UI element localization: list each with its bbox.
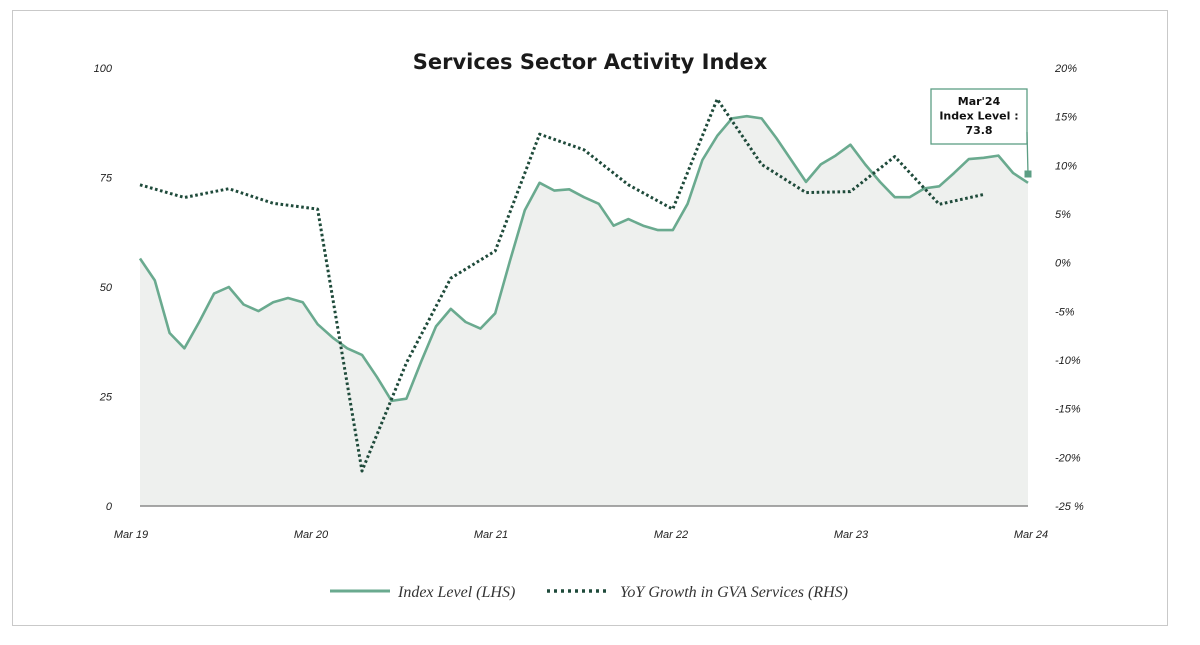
right-tick-label: 20%	[1054, 63, 1077, 75]
left-tick-label: 25	[99, 392, 113, 404]
left-tick-label: 75	[100, 173, 113, 185]
index-area	[140, 116, 1028, 506]
left-tick-label: 100	[94, 63, 113, 75]
chart-title: Services Sector Activity Index	[413, 50, 768, 74]
x-tick-label: Mar 23	[834, 529, 869, 541]
right-axis: -25 % -20% -15% -10% -5% 0% 5% 10% 15% 20%	[1054, 63, 1084, 513]
x-tick-label: Mar 24	[1014, 529, 1048, 541]
annotation-text: Mar'24	[958, 95, 1001, 108]
left-axis: 0 25 50 75 100	[94, 63, 113, 513]
series-lines-layer	[138, 97, 1029, 473]
right-tick-label: 10%	[1055, 160, 1077, 172]
right-tick-label: -15%	[1055, 404, 1081, 416]
annotation-marker	[1024, 170, 1032, 178]
right-tick-label: -10%	[1055, 355, 1081, 367]
annotation-text: Index Level :	[939, 110, 1018, 123]
right-tick-label: 15%	[1055, 112, 1077, 124]
right-tick-label: 5%	[1055, 209, 1071, 221]
x-tick-label: Mar 21	[474, 529, 508, 541]
left-tick-label: 0	[106, 501, 113, 513]
legend-label-index: Index Level (LHS)	[397, 584, 515, 601]
x-tick-label: Mar 19	[114, 529, 148, 541]
x-tick-label: Mar 22	[654, 529, 688, 541]
x-axis: Mar 19 Mar 20 Mar 21 Mar 22 Mar 23 Mar 24	[114, 529, 1048, 541]
right-tick-label: -5%	[1055, 306, 1075, 318]
annotation-box	[930, 88, 1028, 145]
right-tick-label: -20%	[1055, 452, 1081, 464]
x-tick-label: Mar 20	[294, 529, 329, 541]
annotation-leader	[1026, 131, 1029, 175]
index-area-layer	[140, 116, 1028, 506]
legend-label-gva: YoY Growth in GVA Services (RHS)	[620, 584, 848, 601]
right-tick-label: 0%	[1055, 258, 1071, 270]
gva-growth-line	[139, 97, 984, 473]
legend: Index Level (LHS) YoY Growth in GVA Servi…	[330, 584, 848, 601]
left-tick-label: 50	[100, 282, 113, 294]
annotation-layer: Mar'24 Index Level :73.8	[930, 88, 1032, 178]
annotation-text: 73.8	[965, 124, 992, 137]
right-tick-label: -25 %	[1055, 501, 1084, 513]
